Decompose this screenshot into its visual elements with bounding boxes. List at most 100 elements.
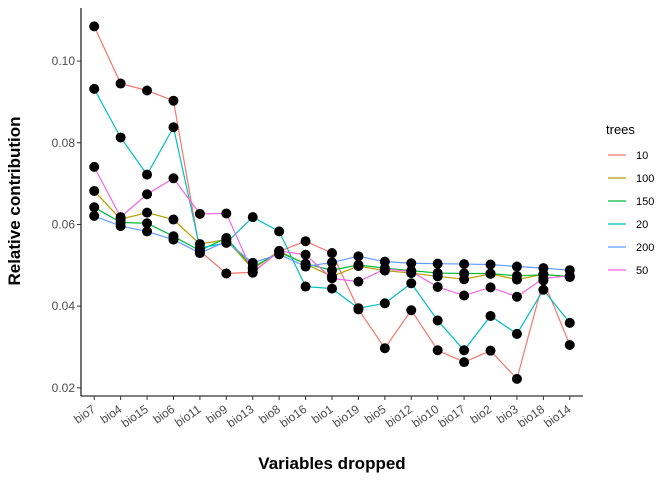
data-point-150-bio3 [511,270,522,281]
data-point-50-bio8 [274,246,285,257]
data-point-50-bio9 [221,208,232,219]
data-point-100-bio6 [168,214,179,225]
x-tick-label: bio12 [383,402,415,430]
data-point-50-bio10 [432,281,443,292]
data-point-200-bio18 [538,263,549,274]
data-point-200-bio6 [168,234,179,245]
data-point-10-bio10 [432,345,443,356]
legend-label: 150 [636,196,654,208]
data-point-20-bio19 [353,303,364,314]
data-point-20-bio17 [459,345,470,356]
data-point-200-bio12 [406,258,417,269]
data-point-150-bio1 [327,265,337,276]
data-point-10-bio17 [459,357,470,368]
x-tick-label: bio7 [71,402,98,427]
data-point-20-bio6 [168,122,179,133]
x-tick-label: bio19 [330,402,362,430]
data-point-10-bio12 [406,305,417,316]
data-point-50-bio3 [511,291,522,302]
data-point-10-bio3 [511,373,522,384]
data-point-50-bio1 [327,273,337,284]
data-point-200-bio7 [89,210,100,221]
legend-item-100: 100 [608,173,654,185]
data-point-50-bio5 [379,263,390,274]
legend-item-50: 50 [608,265,648,277]
x-tick-label: bio10 [409,402,441,430]
data-point-10-bio9 [221,268,232,279]
data-point-150-bio17 [459,268,470,279]
x-tick-label: bio18 [515,402,547,430]
data-points [89,21,575,384]
data-point-200-bio4 [115,221,126,232]
data-point-10-bio5 [379,343,390,354]
legend-label: 200 [636,242,654,254]
data-point-150-bio15 [142,218,153,229]
data-point-150-bio19 [353,259,364,270]
x-tick-label: bio17 [436,402,468,430]
legend-title: trees [606,122,635,137]
data-point-50-bio4 [115,212,126,223]
data-point-200-bio13 [247,257,258,268]
series-line-20 [93,88,571,352]
series-lines [93,26,571,381]
data-point-20-bio12 [406,278,417,289]
data-point-20-bio7 [89,83,100,94]
x-tick-label: bio6 [151,402,178,427]
data-point-50-bio2 [485,282,496,293]
data-point-20-bio8 [274,226,285,237]
data-point-200-bio19 [353,251,364,262]
data-point-10-bio7 [89,21,100,32]
data-point-150-bio2 [485,268,496,279]
data-point-50-bio14 [564,270,575,281]
data-point-200-bio1 [327,257,337,268]
data-point-20-bio5 [379,298,390,309]
x-tick-label: bio11 [172,402,204,430]
data-point-50-bio11 [194,208,205,219]
x-tick-label: bio2 [468,402,495,427]
data-point-100-bio7 [89,185,100,196]
data-point-50-bio12 [406,266,417,277]
data-point-20-bio3 [511,328,522,339]
legend: trees 10 100 150 20 200 50 [606,122,654,277]
x-tick-label: bio14 [541,402,573,430]
y-tick-label: 0.04 [52,299,76,313]
legend-label: 20 [636,219,648,231]
data-point-200-bio11 [194,248,205,259]
data-point-10-bio15 [142,85,153,96]
data-point-200-bio10 [432,258,443,269]
legend-label: 100 [636,173,654,185]
y-tick-label: 0.08 [52,136,76,150]
data-point-20-bio1 [327,283,337,294]
data-point-10-bio1 [327,248,337,259]
data-point-200-bio15 [142,226,153,237]
data-point-20-bio16 [300,281,311,292]
data-point-20-bio13 [247,212,258,223]
data-point-10-bio6 [168,95,179,106]
data-point-200-bio2 [485,259,496,270]
legend-item-200: 200 [608,242,654,254]
data-point-20-bio14 [564,317,575,328]
data-point-200-bio17 [459,259,470,270]
data-point-50-bio13 [247,267,258,278]
legend-item-10: 10 [608,150,648,162]
y-tick-label: 0.06 [52,217,76,231]
data-point-50-bio7 [89,161,100,172]
data-point-10-bio16 [300,236,311,247]
data-point-50-bio19 [353,276,364,287]
data-point-200-bio3 [511,261,522,272]
legend-label: 10 [636,150,648,162]
data-point-20-bio15 [142,169,153,180]
x-axis-title: Variables dropped [258,454,405,473]
data-point-50-bio6 [168,173,179,184]
y-axis-title: Relative contribution [5,116,24,285]
data-point-20-bio10 [432,315,443,326]
x-tick-label: bio13 [224,402,256,430]
data-point-200-bio16 [300,261,311,272]
data-point-10-bio4 [115,78,126,89]
data-point-50-bio17 [459,290,470,301]
data-point-200-bio5 [379,256,390,267]
data-point-150-bio10 [432,268,443,279]
y-tick-label: 0.10 [52,54,76,68]
